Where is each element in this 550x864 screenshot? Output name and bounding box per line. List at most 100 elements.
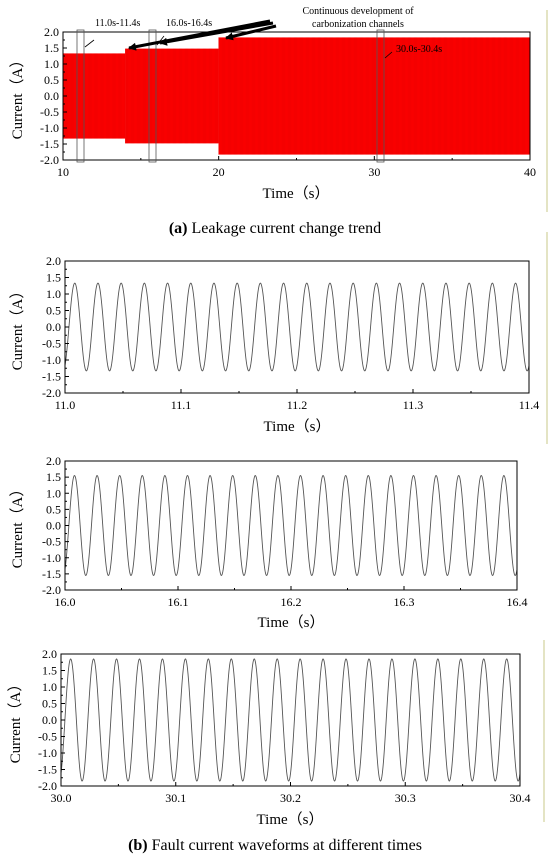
y-axis-ticks: 2.0 1.5 1.0 0.5 0.0 -0.5 -1.0 -1.5 -2.0 <box>42 254 69 400</box>
panel-waveform-11s: 2.0 1.5 1.0 0.5 0.0 -0.5 -1.0 -1.5 -2.0 11.0 11.1… <box>9 254 539 435</box>
y-tick-label: -1.5 <box>42 370 61 384</box>
y-tick-label: 1.0 <box>42 680 57 694</box>
x-tick-label: 30 <box>368 165 380 179</box>
x-tick-label: 11.1 <box>171 398 192 412</box>
x-tick-label: 16.1 <box>168 595 189 609</box>
plot-frame <box>60 653 521 787</box>
y-tick-label: -1.0 <box>38 746 57 760</box>
plot-area <box>62 37 530 155</box>
x-tick-label: 16.2 <box>281 595 302 609</box>
x-tick-label: 10 <box>57 165 69 179</box>
y-axis-ticks: 2.0 1.5 1.0 0.5 0.0 -0.5 -1.0 -1.5 -2.0 <box>38 647 65 793</box>
current-waveform <box>60 658 521 782</box>
x-axis-label: Time（s） <box>263 185 330 202</box>
y-tick-label: 0.5 <box>46 304 61 318</box>
caption-b: (b) Fault current waveforms at different… <box>128 837 422 854</box>
y-tick-label: 0.0 <box>42 713 57 727</box>
x-tick-label: 16.4 <box>507 595 528 609</box>
y-tick-label: 1.0 <box>46 287 61 301</box>
y-tick-label: -1.5 <box>38 763 57 777</box>
caption-a: (a) Leakage current change trend <box>169 220 381 237</box>
window-box-11s <box>76 29 85 163</box>
x-tick-label: 40 <box>524 165 536 179</box>
y-tick-label: -1.5 <box>40 137 59 151</box>
x-tick-label: 30.4 <box>510 791 531 805</box>
leakage-oscillation <box>218 37 530 155</box>
y-tick-label: 0.5 <box>46 502 61 516</box>
y-axis-label: Current（A） <box>9 284 26 371</box>
y-tick-label: 1.5 <box>46 470 61 484</box>
current-waveform <box>64 474 518 577</box>
x-tick-label: 11.3 <box>403 398 424 412</box>
annotation-line-2: carbonization channels <box>312 19 404 30</box>
x-axis-label: Time（s） <box>257 811 324 828</box>
annotation-line-1: Continuous development of <box>302 6 414 17</box>
x-tick-label: 20 <box>213 165 225 179</box>
y-tick-label: -1.0 <box>42 551 61 565</box>
plot-area <box>64 282 530 372</box>
y-axis-label: Current（A） <box>9 53 26 140</box>
y-tick-label: -1.0 <box>40 121 59 135</box>
y-tick-label: -2.0 <box>38 779 57 793</box>
current-waveform <box>64 282 530 372</box>
caption-a-tag: (a) <box>169 220 188 237</box>
caption-b-tag: (b) <box>128 837 148 854</box>
y-tick-label: -0.5 <box>40 105 59 119</box>
caption-b-text: Fault current waveforms at different tim… <box>148 837 422 854</box>
x-axis-label: Time（s） <box>258 614 325 631</box>
callout-arrow <box>84 39 95 48</box>
callout-arrow <box>384 51 393 59</box>
y-axis-label: Current（A） <box>7 677 24 764</box>
x-axis-ticks: 10 20 30 40 <box>57 156 536 179</box>
x-axis-ticks: 11.0 11.1 11.2 11.3 11.4 <box>55 389 540 412</box>
plot-frame <box>64 260 530 394</box>
plot-area <box>60 658 521 782</box>
y-tick-label: -2.0 <box>42 386 61 400</box>
window-box-30s <box>376 29 385 163</box>
x-tick-label: 16.3 <box>394 595 415 609</box>
y-tick-label: 1.5 <box>44 41 59 55</box>
x-tick-label: 30.1 <box>165 791 186 805</box>
annotation-arrow <box>225 24 277 41</box>
window-label-11s: 11.0s-11.4s <box>95 18 140 29</box>
x-tick-label: 11.0 <box>55 398 76 412</box>
y-tick-label: -1.0 <box>42 353 61 367</box>
y-tick-label: 1.0 <box>44 57 59 71</box>
x-tick-label: 16.0 <box>55 595 76 609</box>
y-tick-label: -2.0 <box>42 583 61 597</box>
x-tick-label: 30.2 <box>280 791 301 805</box>
y-axis-label: Current（A） <box>9 482 26 569</box>
y-tick-label: 2.0 <box>46 254 61 268</box>
x-axis-ticks: 30.0 30.1 30.2 30.3 30.4 <box>51 782 531 805</box>
y-tick-label: 0.0 <box>46 519 61 533</box>
y-tick-label: 2.0 <box>46 454 61 468</box>
x-tick-label: 11.4 <box>519 398 540 412</box>
leakage-envelope-segment <box>218 37 530 155</box>
x-axis-label: Time（s） <box>264 418 331 435</box>
y-tick-label: -0.5 <box>38 730 57 744</box>
y-tick-label: 1.5 <box>46 271 61 285</box>
window-box-16s <box>148 29 157 163</box>
x-tick-label: 30.3 <box>395 791 416 805</box>
x-tick-label: 30.0 <box>51 791 72 805</box>
panel-waveform-30s: 2.0 1.5 1.0 0.5 0.0 -0.5 -1.0 -1.5 -2.0 30.0 30.1… <box>7 647 531 854</box>
annotation-arrow <box>159 21 274 46</box>
y-tick-label: 0.5 <box>44 73 59 87</box>
y-tick-label: 0.0 <box>46 320 61 334</box>
y-tick-label: 2.0 <box>42 647 57 661</box>
y-tick-label: -2.0 <box>40 153 59 167</box>
plot-area <box>64 474 518 577</box>
y-tick-label: 2.0 <box>44 25 59 39</box>
y-tick-label: 1.5 <box>42 664 57 678</box>
y-tick-label: 0.5 <box>42 697 57 711</box>
x-axis-ticks: 16.0 16.1 16.2 16.3 16.4 <box>55 586 528 609</box>
y-tick-label: 1.0 <box>46 486 61 500</box>
y-tick-label: -0.5 <box>42 337 61 351</box>
window-label-16s: 16.0s-16.4s <box>166 18 212 29</box>
y-tick-label: -1.5 <box>42 567 61 581</box>
panel-waveform-16s: 2.0 1.5 1.0 0.5 0.0 -0.5 -1.0 -1.5 -2.0 16.0 16.1… <box>9 454 528 631</box>
y-axis-ticks: 2.0 1.5 1.0 0.5 0.0 -0.5 -1.0 -1.5 -2.0 <box>40 25 67 167</box>
y-tick-label: 0.0 <box>44 89 59 103</box>
y-axis-ticks: 2.0 1.5 1.0 0.5 0.0 -0.5 -1.0 -1.5 -2.0 <box>42 454 69 597</box>
